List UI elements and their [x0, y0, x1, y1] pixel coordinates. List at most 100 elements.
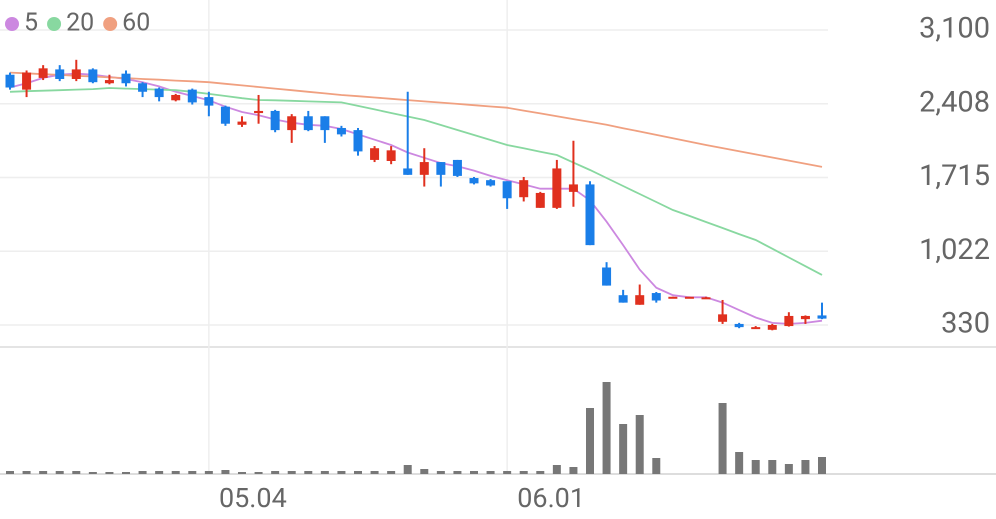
candle-body [469, 178, 479, 184]
volume-bar [602, 382, 611, 474]
volume-bar [254, 472, 263, 474]
volume-bar [387, 471, 396, 474]
legend-swatch [47, 17, 62, 31]
volume-bar [188, 471, 197, 474]
candle-body [138, 83, 148, 92]
candle-body [635, 295, 645, 305]
candle-body [287, 116, 297, 131]
volume-bar [503, 471, 512, 474]
volume-bar [586, 408, 594, 474]
candle-body [353, 130, 363, 152]
y-tick-label: 1,715 [919, 159, 990, 193]
candle-body [38, 68, 48, 78]
volume-bar [155, 471, 164, 474]
candle-body [701, 297, 711, 300]
volume-bar [552, 465, 561, 474]
candle-body [751, 327, 761, 330]
volume-bar [55, 471, 64, 474]
volume-bar [635, 415, 644, 474]
candle-body [386, 150, 396, 161]
volume-bar [337, 471, 346, 474]
candle-body [784, 315, 794, 327]
candle-body [618, 295, 628, 303]
volume-bar [221, 470, 230, 474]
volume-bar [751, 460, 760, 474]
candle-body [370, 148, 380, 160]
volume-bar [453, 471, 462, 474]
legend-swatch [5, 17, 19, 31]
volume-bar [818, 457, 826, 474]
volume-bar [652, 458, 661, 474]
volume-bar [619, 424, 628, 474]
candle-body [22, 72, 32, 90]
legend-label: 5 [24, 9, 38, 38]
candle-body [602, 267, 612, 286]
candle-body [419, 162, 429, 175]
volume-bar [204, 471, 213, 474]
y-tick-label: 330 [941, 307, 990, 341]
candle-body [5, 74, 15, 88]
ma-line [9, 72, 823, 325]
x-tick-label: 05.04 [219, 482, 287, 514]
volume-bar [122, 472, 130, 474]
volume-bar [354, 471, 362, 474]
volume-bar [22, 471, 31, 474]
volume-bar [486, 471, 495, 474]
legend-label: 60 [122, 9, 150, 38]
candle-body [535, 192, 545, 208]
volume-bar [519, 471, 528, 474]
candle-body [154, 88, 164, 98]
candle-body [718, 314, 728, 322]
volume-bar [801, 460, 810, 474]
volume-bar [569, 467, 578, 474]
candle-body [436, 162, 446, 175]
candle-body [303, 116, 313, 131]
volume-bar [105, 472, 114, 474]
volume-bar [735, 452, 744, 474]
candle-body [817, 315, 827, 319]
volume-bar [784, 464, 793, 474]
candle-body [668, 296, 678, 299]
candle-body [452, 159, 462, 176]
candle-body [187, 89, 197, 103]
volume-bar [320, 471, 329, 474]
y-tick-label: 3,100 [919, 12, 990, 46]
volume-bar [304, 471, 313, 474]
candle-body [270, 110, 280, 131]
legend-label: 20 [66, 9, 94, 38]
volume-bar [39, 471, 48, 474]
candle-body [403, 168, 413, 175]
candle-body [734, 323, 744, 328]
candle-body [237, 121, 247, 125]
volume-bar [768, 460, 777, 474]
volume-bar [287, 471, 296, 474]
volume-bar [6, 471, 14, 474]
candle-body [519, 180, 529, 198]
candle-body [220, 106, 230, 124]
volume-bar [238, 472, 246, 474]
volume-bar [171, 471, 180, 474]
candle-body [767, 325, 777, 330]
candle-body [121, 73, 131, 84]
volume-bar [536, 471, 545, 474]
volume-bar [88, 472, 97, 474]
volume-bar [72, 471, 81, 474]
candle-body [502, 181, 512, 199]
volume-bar [370, 471, 379, 474]
y-tick-label: 2,408 [919, 85, 990, 119]
ma-line [9, 87, 823, 276]
volume-bar [436, 471, 445, 474]
volume-bar [138, 471, 147, 474]
y-tick-label: 1,022 [919, 233, 990, 267]
candle-body [684, 296, 694, 299]
candle-body [104, 80, 114, 84]
x-tick-label: 06.01 [517, 482, 585, 514]
volume-bar [420, 469, 429, 474]
candle-body [204, 97, 214, 106]
volume-bar [403, 465, 412, 474]
candle-body [254, 110, 264, 114]
candle-body [320, 116, 330, 131]
candle-body [552, 168, 562, 208]
candle-body [55, 69, 65, 79]
